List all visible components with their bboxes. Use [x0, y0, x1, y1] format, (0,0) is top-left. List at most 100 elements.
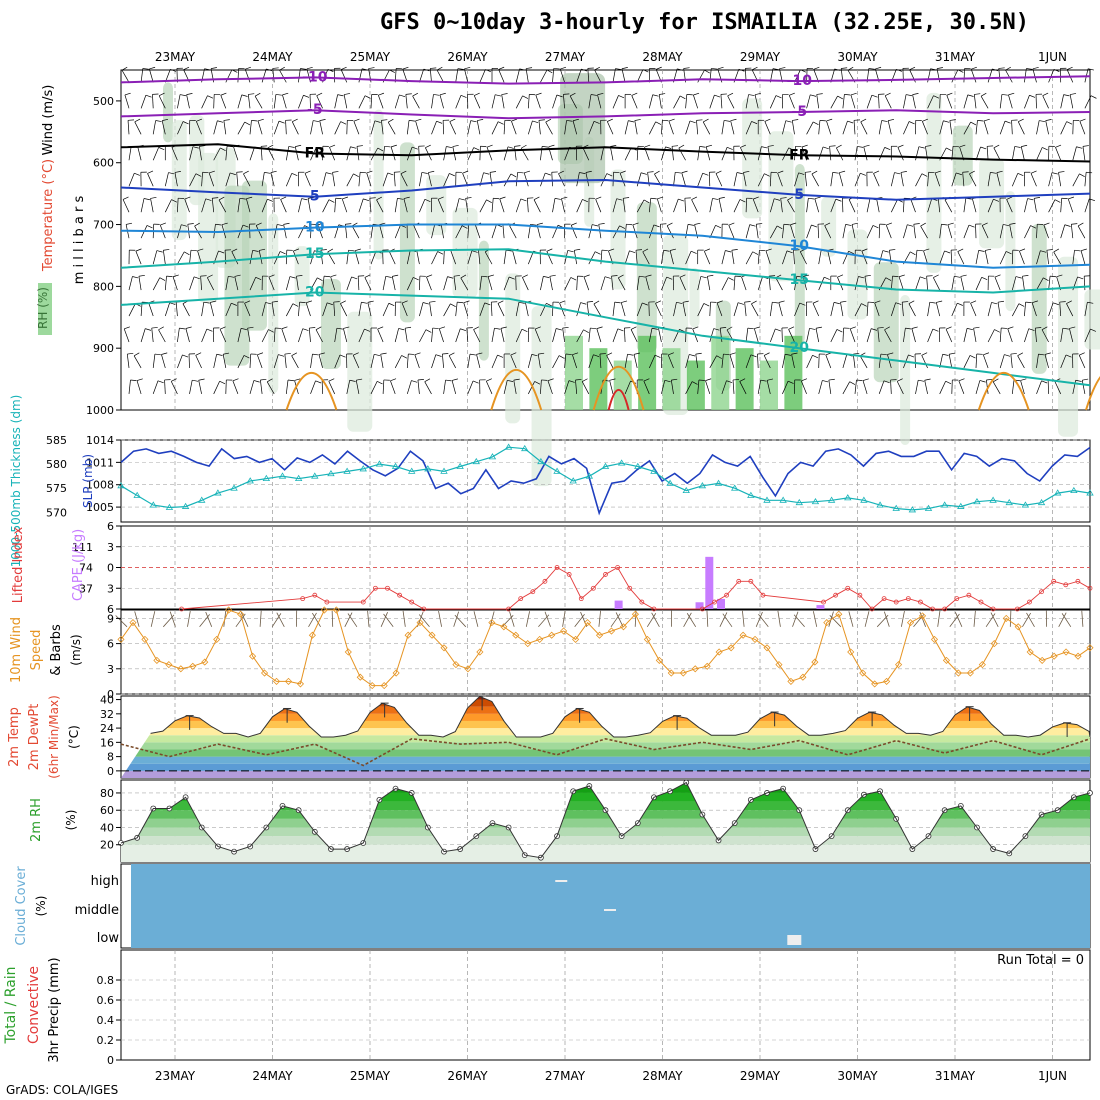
wind-barb: [152, 277, 161, 291]
wind-barb-flag: [615, 68, 622, 70]
wind-barb: [161, 354, 166, 369]
wind-barb: [393, 172, 396, 187]
wind-barb-flag: [513, 378, 520, 381]
wind-barb: [576, 69, 582, 83]
rh-shade-blob: [478, 240, 489, 361]
wind-barb-flag: [852, 222, 859, 225]
wind-barb-flag: [548, 144, 555, 148]
thickness-point: [278, 472, 287, 479]
wind-barb-flag: [1074, 249, 1081, 252]
wind-barb-flag: [439, 92, 446, 96]
wind-barb-flag: [538, 119, 545, 121]
wind-speed-point: [954, 669, 962, 677]
wind-speed-point: [117, 635, 125, 643]
wind-barb-flag: [558, 355, 565, 359]
wind-barb: [443, 303, 451, 317]
wind-barb-flag: [356, 378, 363, 381]
wind-barb: [503, 173, 512, 187]
wind-barb-flag: [783, 223, 790, 226]
wind-barb: [1036, 120, 1040, 135]
wind-barb-flag: [457, 301, 464, 304]
isotherm-FR: [120, 143, 1091, 163]
panel-frame-wind: [120, 609, 1091, 695]
warm-contour: [1085, 376, 1100, 411]
wind-barb-flag: [328, 378, 335, 382]
wind-speed-point: [619, 623, 628, 631]
rh-shade-blob: [560, 73, 606, 184]
wind-barb: [718, 198, 723, 213]
wind-barb: [152, 120, 156, 135]
wind-barb: [999, 94, 1003, 109]
wind-barb: [824, 225, 832, 239]
wind-barb: [1044, 354, 1049, 369]
rh-band: [121, 818, 1090, 828]
wind-barb: [404, 328, 408, 343]
wind-barb-flag: [215, 223, 222, 226]
wind-barb-flag: [302, 328, 309, 331]
wind-barb: [1053, 251, 1062, 265]
wind-barb: [777, 172, 783, 187]
wind-barb: [370, 354, 375, 369]
wind-barb: [764, 121, 771, 135]
wind-barb-flag: [911, 326, 918, 329]
wind-barb: [848, 199, 856, 213]
wind-barb-flag: [837, 95, 844, 100]
wind-barb-flag: [981, 276, 988, 281]
wind-barb: [419, 329, 427, 343]
wind-barb-flag: [824, 222, 831, 226]
cape-bar: [614, 600, 623, 609]
wind-barb: [464, 68, 469, 83]
wind-barb-flag: [533, 196, 540, 201]
wind-barb: [491, 198, 494, 213]
wind-barb-flag: [606, 173, 613, 177]
wind-barb: [257, 120, 263, 135]
wind-barb: [946, 95, 953, 109]
wind-barb: [624, 354, 628, 369]
wind-barb-flag: [339, 354, 346, 358]
wind-barb: [636, 172, 642, 187]
wind-barb-flag: [433, 94, 440, 96]
wind-barb-flag: [368, 67, 375, 69]
wind-barb: [757, 173, 765, 187]
rh-shade-blob: [1084, 289, 1100, 350]
wind-barb: [124, 94, 130, 109]
wind-barb: [175, 302, 178, 317]
wind-barb: [618, 277, 626, 291]
wind-barb: [334, 328, 338, 343]
wind-barb-flag: [630, 326, 637, 330]
wind-barb: [576, 172, 580, 187]
wind10-barb: [985, 613, 996, 628]
wind-barb-flag: [691, 196, 698, 200]
wind-barb: [195, 355, 202, 369]
wind-barb-flag: [815, 326, 822, 329]
wind-barb-flag: [850, 92, 857, 96]
wind-barb-flag: [787, 380, 794, 384]
temp-tick-label: 32: [100, 708, 114, 721]
wind-barb: [642, 251, 650, 265]
wind-barb-flag: [313, 120, 320, 123]
wind-barb: [358, 172, 361, 187]
wind-barb: [600, 146, 605, 161]
wind-barb: [884, 329, 892, 343]
wind-barb-flag: [974, 93, 981, 95]
wind-barb-flag: [349, 379, 356, 382]
wind-barb: [416, 250, 420, 265]
wind-barb-flag: [863, 144, 870, 148]
li-point: [712, 599, 717, 605]
wind10-barb: [347, 613, 358, 628]
rh-shade-blob: [294, 246, 310, 307]
wind-barb-flag: [942, 353, 949, 356]
wind-barb: [527, 354, 533, 369]
wind-barb-flag: [124, 326, 130, 330]
wind-barb-flag: [739, 378, 746, 382]
wind-barb-flag: [799, 302, 806, 306]
wind-barb: [806, 121, 814, 135]
wind-barb-flag: [154, 353, 161, 356]
wind-barb: [1060, 198, 1063, 213]
wind-barb-flag: [980, 146, 987, 150]
thickness-tick-label: 585: [46, 434, 67, 447]
wind-barb: [648, 94, 654, 109]
wind-barb-flag: [1015, 276, 1022, 279]
wind-barb-flag: [337, 94, 344, 97]
thickness-point: [117, 482, 125, 489]
